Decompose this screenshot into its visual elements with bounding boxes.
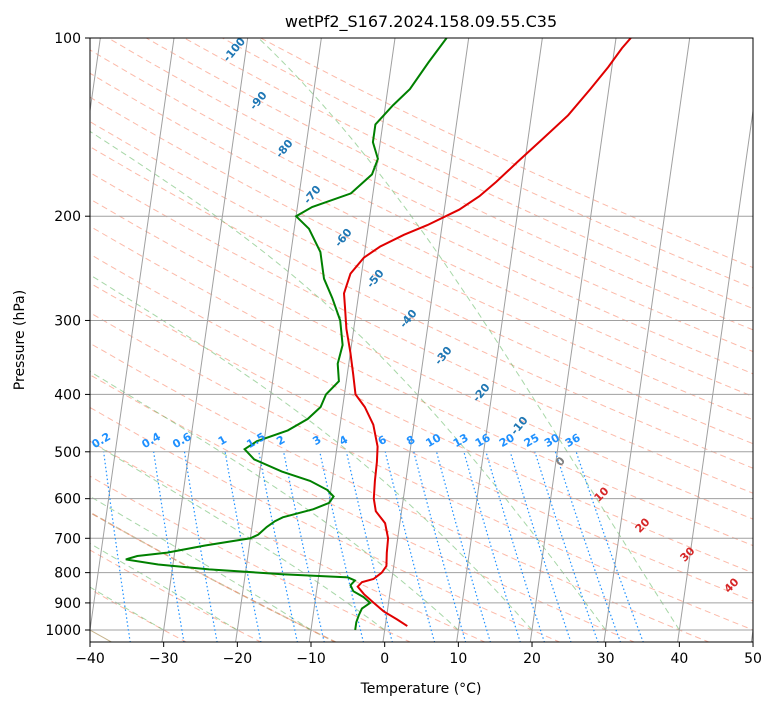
mixing-ratio-line [436,451,491,642]
dry-adiabat [90,406,561,642]
dry-adiabat [107,38,753,353]
isotherm-line [603,38,691,642]
mixing-ratio-line [153,451,185,642]
mixing-ratio-line [554,451,622,642]
dry-adiabat [90,312,753,631]
isotherm-line [529,38,617,642]
dry-adiabat [90,171,753,494]
reference-lines [90,38,753,642]
mixing-ratio-line [575,451,644,642]
mixing-ratio-line [384,451,436,642]
moist-adiabat [90,440,386,631]
x-tick-label: 40 [670,651,688,667]
x-tick-label: −20 [223,651,253,667]
dry-adiabat [222,38,753,289]
dewpoint-profile-line [125,38,448,631]
x-tick-label: −30 [149,651,179,667]
x-axis-label: Temperature (°C) [360,681,482,697]
y-tick-label: 500 [54,445,81,461]
mixing-ratio-line [103,451,131,642]
moist-adiabat [90,370,459,631]
dry-adiabat [90,96,753,421]
x-tick-label: 20 [523,651,541,667]
plot-frame [89,37,754,643]
y-tick-label: 600 [54,492,81,508]
x-tick-label: 10 [449,651,467,667]
x-tick-label: 0 [380,651,389,667]
x-tick-label: 30 [597,651,615,667]
mixing-ratio-line [509,451,572,642]
mixing-ratio-line [345,451,393,642]
dry-adiabat [90,72,753,398]
y-tick-label: 100 [54,31,81,47]
y-tick-label: 400 [54,387,81,403]
isotherm-line [382,38,470,642]
isotherm-line [456,38,543,642]
isotherm-line [677,107,753,642]
mixing-ratio-line [413,451,467,642]
dry-adiabat [90,225,753,547]
dry-adiabat [90,282,753,602]
moist-adiabat [90,130,607,631]
dry-adiabat [90,342,711,642]
dry-adiabat [90,549,262,642]
axis-ticks: −40 −30 −20 −10 0 10 20 30 40 50 100 200 300 400 500 60… [45,31,762,667]
y-axis-label: Pressure (hPa) [12,290,28,390]
isotherm-line [308,38,396,642]
y-tick-label: 200 [54,209,81,225]
temperature-profile-line [342,38,632,627]
x-tick-label: −40 [75,651,105,667]
mixing-ratio-line [485,451,545,642]
isotherm-line [161,38,249,642]
moist-adiabat [90,542,238,631]
isotherm-line [90,38,175,634]
chart-title: wetPf2_S167.2024.158.09.55.C35 [285,12,557,32]
dry-adiabat [90,198,753,520]
dry-adiabat [90,374,636,642]
dry-adiabat [90,511,337,642]
x-tick-label: 50 [744,651,762,667]
dry-adiabat [90,146,753,469]
mixing-ratio-line [534,451,599,642]
y-tick-label: 300 [54,313,81,329]
x-tick-label: −10 [296,651,326,667]
y-tick-label: 1000 [45,623,81,639]
mixing-ratio-line [463,451,521,642]
y-tick-label: 900 [54,596,81,612]
moist-adiabat [258,38,680,631]
dry-adiabat [90,253,753,574]
dry-adiabat [145,38,753,331]
sounding-profiles [125,38,632,631]
y-tick-label: 700 [54,531,81,547]
moist-adiabat [90,586,164,631]
isotherm-line [235,38,322,642]
y-tick-label: 800 [54,566,81,582]
mixing-ratio-line [283,451,325,642]
